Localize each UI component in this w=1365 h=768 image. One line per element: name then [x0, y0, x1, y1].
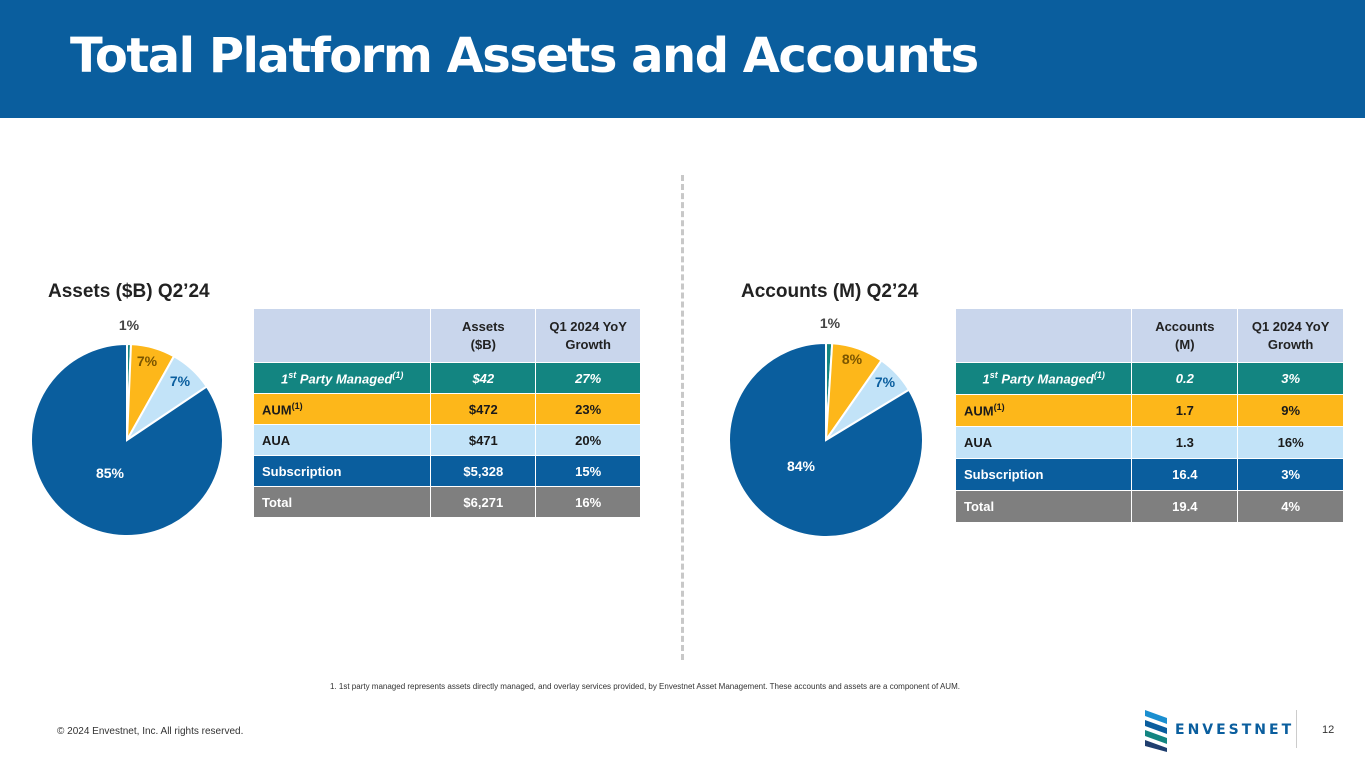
row-label: AUM(1): [252, 393, 432, 425]
assets-table: Assets ($B) Q1 2024 YoY Growth 1st Party…: [252, 308, 641, 518]
table-row: Subscription 16.4 3%: [954, 458, 1344, 491]
row-growth: 23%: [535, 393, 641, 425]
table-row: Total $6,271 16%: [252, 486, 641, 518]
table-row: 1st Party Managed(1) $42 27%: [252, 362, 641, 394]
row-value: $471: [430, 424, 537, 456]
accounts-pie-chart: 1% 8% 7% 84%: [728, 315, 924, 538]
logo-text: ENVESTNET: [1175, 722, 1295, 738]
assets-table-corner: [252, 308, 432, 363]
accounts-table-corner: [954, 308, 1133, 363]
row-value: 16.4: [1131, 458, 1239, 491]
pie-data-label: 7%: [137, 353, 158, 369]
row-growth: 3%: [1237, 458, 1344, 491]
pie-slice-subscription: [30, 342, 224, 537]
row-growth: 16%: [1237, 426, 1344, 459]
row-growth: 15%: [535, 455, 641, 487]
row-label: AUM(1): [954, 394, 1133, 427]
header-banner: Total Platform Assets and Accounts: [0, 0, 1365, 118]
row-value: 0.2: [1131, 362, 1239, 395]
pie-data-label: 7%: [875, 374, 896, 390]
row-label: Total: [954, 490, 1133, 523]
pie-data-label: 84%: [787, 458, 816, 474]
row-value: $5,328: [430, 455, 537, 487]
table-row: AUM(1) 1.7 9%: [954, 394, 1344, 427]
table-row: AUA 1.3 16%: [954, 426, 1344, 459]
pie-data-label: 1%: [820, 315, 841, 331]
accounts-col-header: Accounts (M): [1131, 308, 1239, 363]
pie-data-label: 7%: [170, 373, 191, 389]
row-value: $472: [430, 393, 537, 425]
accounts-chart-title: Accounts (M) Q2’24: [741, 281, 919, 302]
copyright: © 2024 Envestnet, Inc. All rights reserv…: [57, 726, 244, 737]
row-value: $6,271: [430, 486, 537, 518]
table-row: Subscription $5,328 15%: [252, 455, 641, 487]
envestnet-logo-icon: [1145, 710, 1167, 752]
row-value: 1.7: [1131, 394, 1239, 427]
pie-slice-subscription: [728, 341, 924, 538]
table-row: AUA $471 20%: [252, 424, 641, 456]
page-title: Total Platform Assets and Accounts: [70, 28, 979, 84]
accounts-growth-col-header: Q1 2024 YoY Growth: [1237, 308, 1344, 363]
page-number: 12: [1322, 724, 1335, 736]
footnote: 1. 1st party managed represents assets d…: [330, 682, 960, 691]
row-label: Subscription: [252, 455, 432, 487]
footer-separator: [1296, 710, 1297, 748]
table-row: AUM(1) $472 23%: [252, 393, 641, 425]
row-growth: 4%: [1237, 490, 1344, 523]
section-divider: [681, 175, 684, 660]
row-label: 1st Party Managed(1): [252, 362, 432, 394]
pie-data-label: 1%: [119, 317, 140, 333]
row-value: $42: [430, 362, 537, 394]
table-row: 1st Party Managed(1) 0.2 3%: [954, 362, 1344, 395]
assets-chart-title: Assets ($B) Q2’24: [48, 281, 210, 302]
row-growth: 27%: [535, 362, 641, 394]
assets-table-header-row: Assets ($B) Q1 2024 YoY Growth: [252, 308, 641, 363]
pie-data-label: 85%: [96, 465, 125, 481]
accounts-table: Accounts (M) Q1 2024 YoY Growth 1st Part…: [954, 308, 1344, 523]
row-label: 1st Party Managed(1): [954, 362, 1133, 395]
row-growth: 9%: [1237, 394, 1344, 427]
assets-col-header: Assets ($B): [430, 308, 537, 363]
pie-data-label: 8%: [842, 351, 863, 367]
row-label: AUA: [252, 424, 432, 456]
row-value: 1.3: [1131, 426, 1239, 459]
row-label: Subscription: [954, 458, 1133, 491]
row-growth: 20%: [535, 424, 641, 456]
assets-pie-chart: 1% 7% 7% 85%: [30, 317, 224, 537]
accounts-table-header-row: Accounts (M) Q1 2024 YoY Growth: [954, 308, 1344, 363]
row-label: AUA: [954, 426, 1133, 459]
row-growth: 16%: [535, 486, 641, 518]
row-growth: 3%: [1237, 362, 1344, 395]
row-value: 19.4: [1131, 490, 1239, 523]
assets-growth-col-header: Q1 2024 YoY Growth: [535, 308, 641, 363]
row-label: Total: [252, 486, 432, 518]
table-row: Total 19.4 4%: [954, 490, 1344, 523]
